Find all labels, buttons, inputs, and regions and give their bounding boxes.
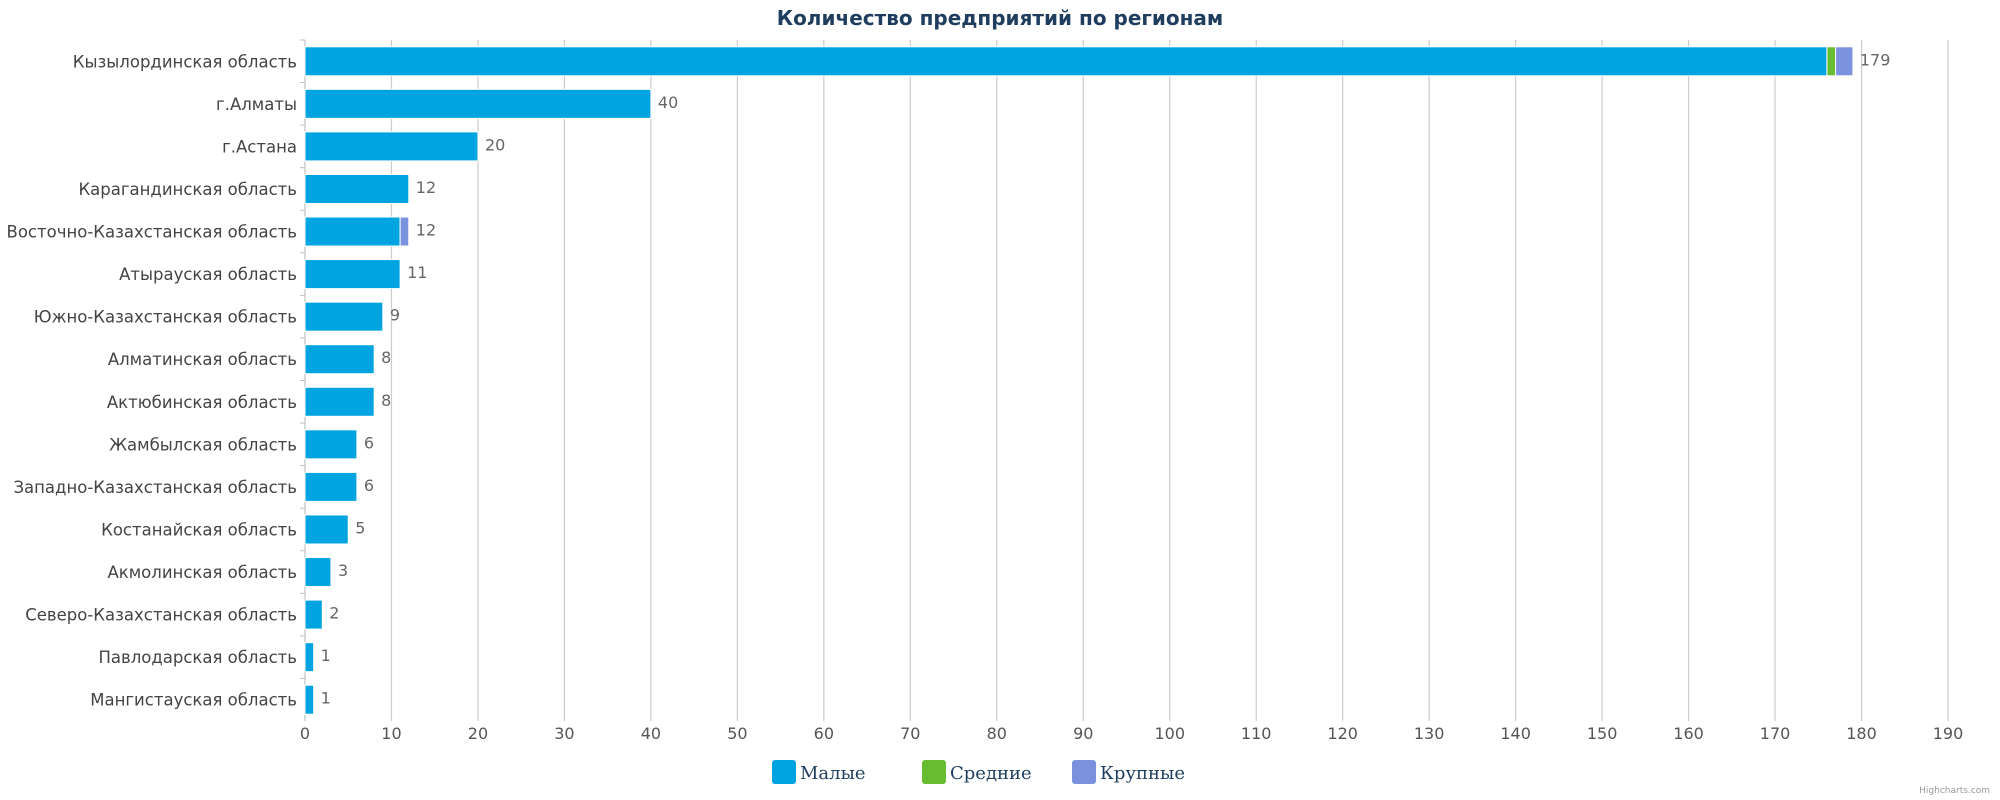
- x-tick-label: 90: [1073, 724, 1093, 743]
- grid-lines: [304, 40, 1949, 721]
- bar-segment[interactable]: [304, 344, 375, 375]
- data-label: 2: [329, 604, 339, 623]
- category-label: Актюбинская область: [107, 393, 297, 412]
- category-label: г.Астана: [222, 137, 297, 156]
- credits-link[interactable]: Highcharts.com: [1919, 786, 1990, 796]
- category-label: Кызылординская область: [73, 52, 297, 71]
- bar-segment[interactable]: [304, 514, 349, 545]
- category-label: Южно-Казахстанская область: [34, 308, 297, 327]
- x-tick-label: 20: [468, 724, 488, 743]
- data-label: 179: [1860, 50, 1891, 69]
- legend-swatch: [772, 760, 796, 784]
- x-tick-label: 160: [1673, 724, 1704, 743]
- x-tick-label: 40: [641, 724, 661, 743]
- x-tick-label: 140: [1500, 724, 1531, 743]
- x-tick-label: 170: [1760, 724, 1791, 743]
- data-label: 12: [416, 221, 436, 240]
- data-label: 6: [364, 433, 374, 452]
- legend-label: Средние: [950, 763, 1032, 784]
- legend[interactable]: Малые Средние Крупные: [772, 760, 1185, 784]
- legend-item[interactable]: Средние: [922, 760, 1032, 784]
- bar-segment[interactable]: [304, 88, 652, 119]
- category-label: Северо-Казахстанская область: [25, 606, 297, 625]
- x-tick-label: 70: [900, 724, 920, 743]
- bar-segment[interactable]: [1835, 46, 1854, 77]
- x-tick-label: 30: [554, 724, 574, 743]
- x-tick-label: 180: [1846, 724, 1877, 743]
- data-label: 9: [390, 306, 400, 325]
- bar-segment[interactable]: [1826, 46, 1837, 77]
- bar-segment[interactable]: [304, 46, 1828, 77]
- bar-segment[interactable]: [304, 684, 315, 715]
- legend-item[interactable]: Крупные: [1072, 760, 1185, 784]
- category-label: Карагандинская область: [78, 180, 297, 199]
- category-label: Атырауская область: [119, 265, 297, 284]
- legend-swatch: [1072, 760, 1096, 784]
- bar-segment[interactable]: [304, 173, 410, 204]
- x-tick-label: 50: [727, 724, 747, 743]
- category-label: Мангистауская область: [90, 691, 297, 710]
- x-tick-label: 150: [1587, 724, 1618, 743]
- category-label: г.Алматы: [216, 95, 297, 114]
- data-label: 8: [381, 391, 391, 410]
- category-label: Жамбылская область: [109, 435, 297, 454]
- bar-segment[interactable]: [304, 301, 384, 332]
- bar-segment[interactable]: [304, 386, 375, 417]
- x-tick-label: 190: [1933, 724, 1964, 743]
- x-axis: 0 10 20 30 40 50 60 70 80 90 100 110 120 130 140 150 160…: [300, 724, 1963, 743]
- data-label: 20: [485, 135, 505, 154]
- category-label: Костанайская область: [101, 520, 297, 539]
- category-label: Павлодарская область: [98, 648, 297, 667]
- bar-segment[interactable]: [304, 471, 358, 502]
- data-label: 40: [658, 93, 678, 112]
- data-label: 3: [338, 561, 348, 580]
- x-tick-label: 60: [814, 724, 834, 743]
- bar-segment[interactable]: [304, 642, 315, 673]
- x-tick-label: 120: [1327, 724, 1358, 743]
- x-tick-label: 0: [300, 724, 310, 743]
- bar-segment[interactable]: [304, 599, 323, 630]
- x-tick-label: 130: [1414, 724, 1445, 743]
- y-axis-categories: Кызылординская область г.Алматы г.Астана Ка…: [7, 39, 306, 721]
- category-label: Западно-Казахстанская область: [13, 478, 297, 497]
- data-label: 1: [321, 646, 331, 665]
- x-tick-label: 100: [1154, 724, 1185, 743]
- category-label: Восточно-Казахстанская область: [7, 223, 298, 242]
- chart-title: Количество предприятий по регионам: [777, 6, 1224, 30]
- legend-label: Крупные: [1100, 763, 1185, 784]
- x-tick-label: 10: [381, 724, 401, 743]
- bar-segment[interactable]: [304, 259, 401, 290]
- data-label: 6: [364, 476, 374, 495]
- x-tick-label: 110: [1241, 724, 1272, 743]
- x-tick-label: 80: [987, 724, 1007, 743]
- bar-segment[interactable]: [304, 131, 479, 162]
- bar-segment[interactable]: [399, 216, 410, 247]
- data-label: 12: [416, 178, 436, 197]
- data-label: 8: [381, 348, 391, 367]
- bar-segment[interactable]: [304, 557, 332, 588]
- data-label: 1: [321, 689, 331, 708]
- bar-segment[interactable]: [304, 429, 358, 460]
- legend-swatch: [922, 760, 946, 784]
- bars: [304, 46, 1854, 715]
- legend-label: Малые: [800, 763, 866, 784]
- category-label: Алматинская область: [108, 350, 297, 369]
- data-label: 5: [355, 518, 365, 537]
- category-label: Акмолинская область: [107, 563, 297, 582]
- bar-segment[interactable]: [304, 216, 401, 247]
- data-label: 11: [407, 263, 427, 282]
- legend-item[interactable]: Малые: [772, 760, 866, 784]
